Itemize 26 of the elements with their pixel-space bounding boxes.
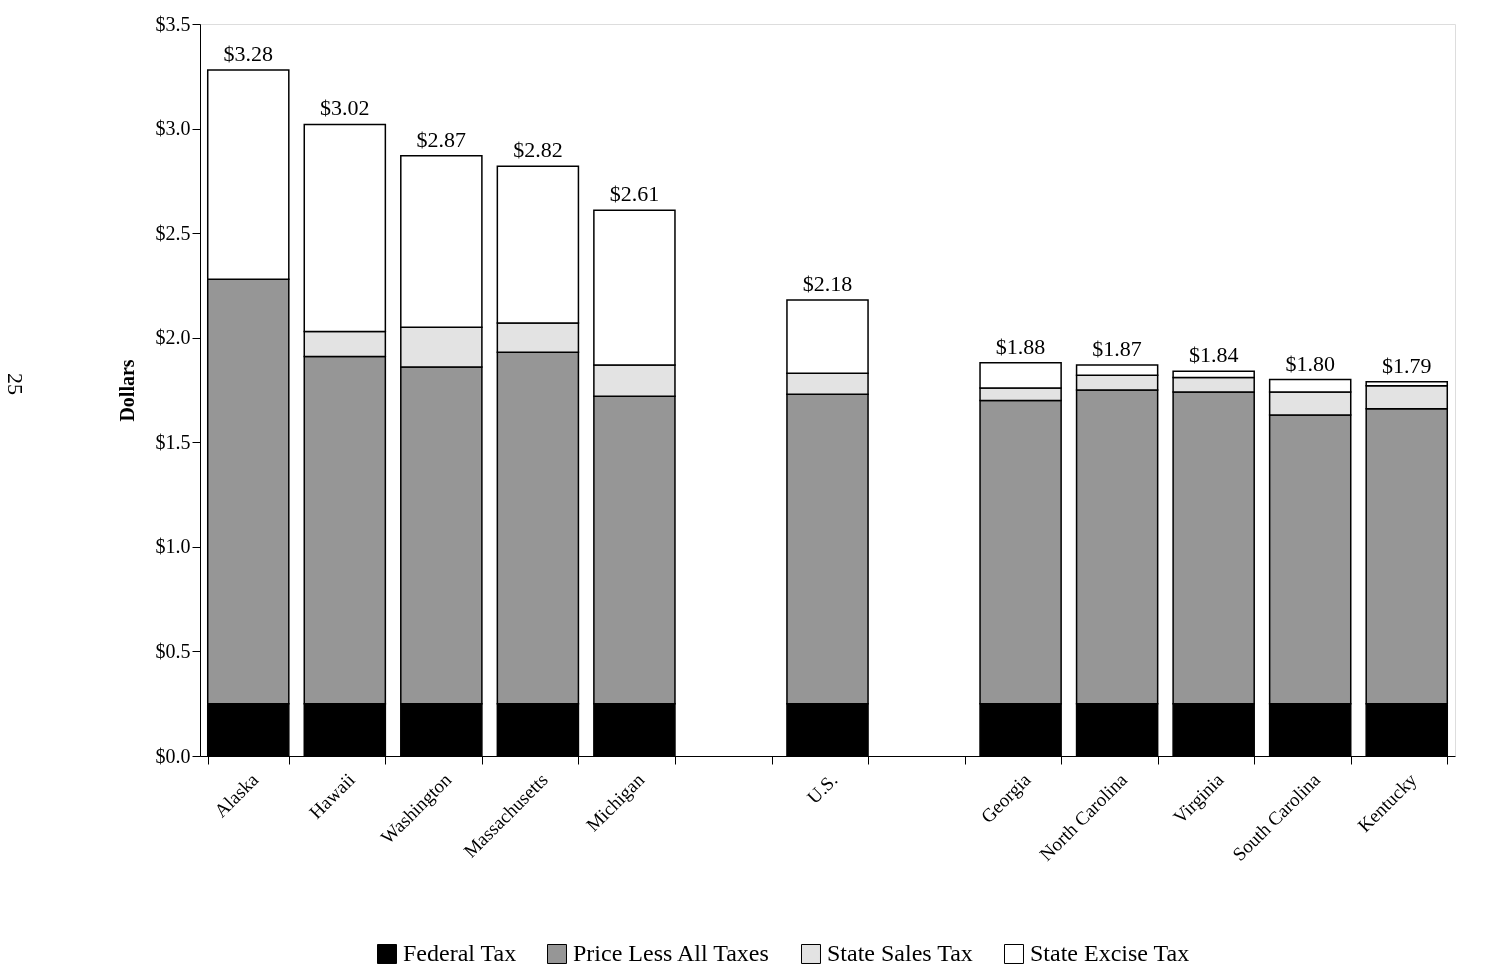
total-label: $2.82 [513,137,563,163]
text: 25 [3,373,28,395]
total-label: $1.87 [1092,335,1142,361]
total-label: $3.28 [223,41,274,67]
total-label: $2.61 [609,181,660,207]
total-label: $2.87 [416,126,467,152]
y-tick-label: $0.0 [155,744,191,767]
y-tick-label: $2.5 [155,221,191,244]
legend-label: State Excise Tax [1030,940,1190,966]
total-label: $1.80 [1285,350,1335,376]
total-label: $1.79 [1381,352,1432,378]
y-tick-label: $2.0 [155,326,191,349]
y-tick-label: $1.0 [155,535,191,558]
x-tick-label: U.S. [802,769,842,808]
legend-label: Federal Tax [403,940,517,966]
total-label: $1.88 [995,333,1046,359]
y-tick-label: $3.5 [155,12,191,35]
y-tick-label: $3.0 [155,117,191,140]
y-tick-label: $0.5 [155,639,191,662]
total-label: $1.84 [1188,342,1239,368]
y-tick-label: $1.5 [155,430,191,453]
legend-label: Price Less All Taxes [573,940,769,966]
total-label: $2.18 [802,271,853,297]
total-label: $3.02 [320,95,370,121]
y-axis-title: Dollars [115,359,138,422]
legend-label: State Sales Tax [827,940,973,966]
